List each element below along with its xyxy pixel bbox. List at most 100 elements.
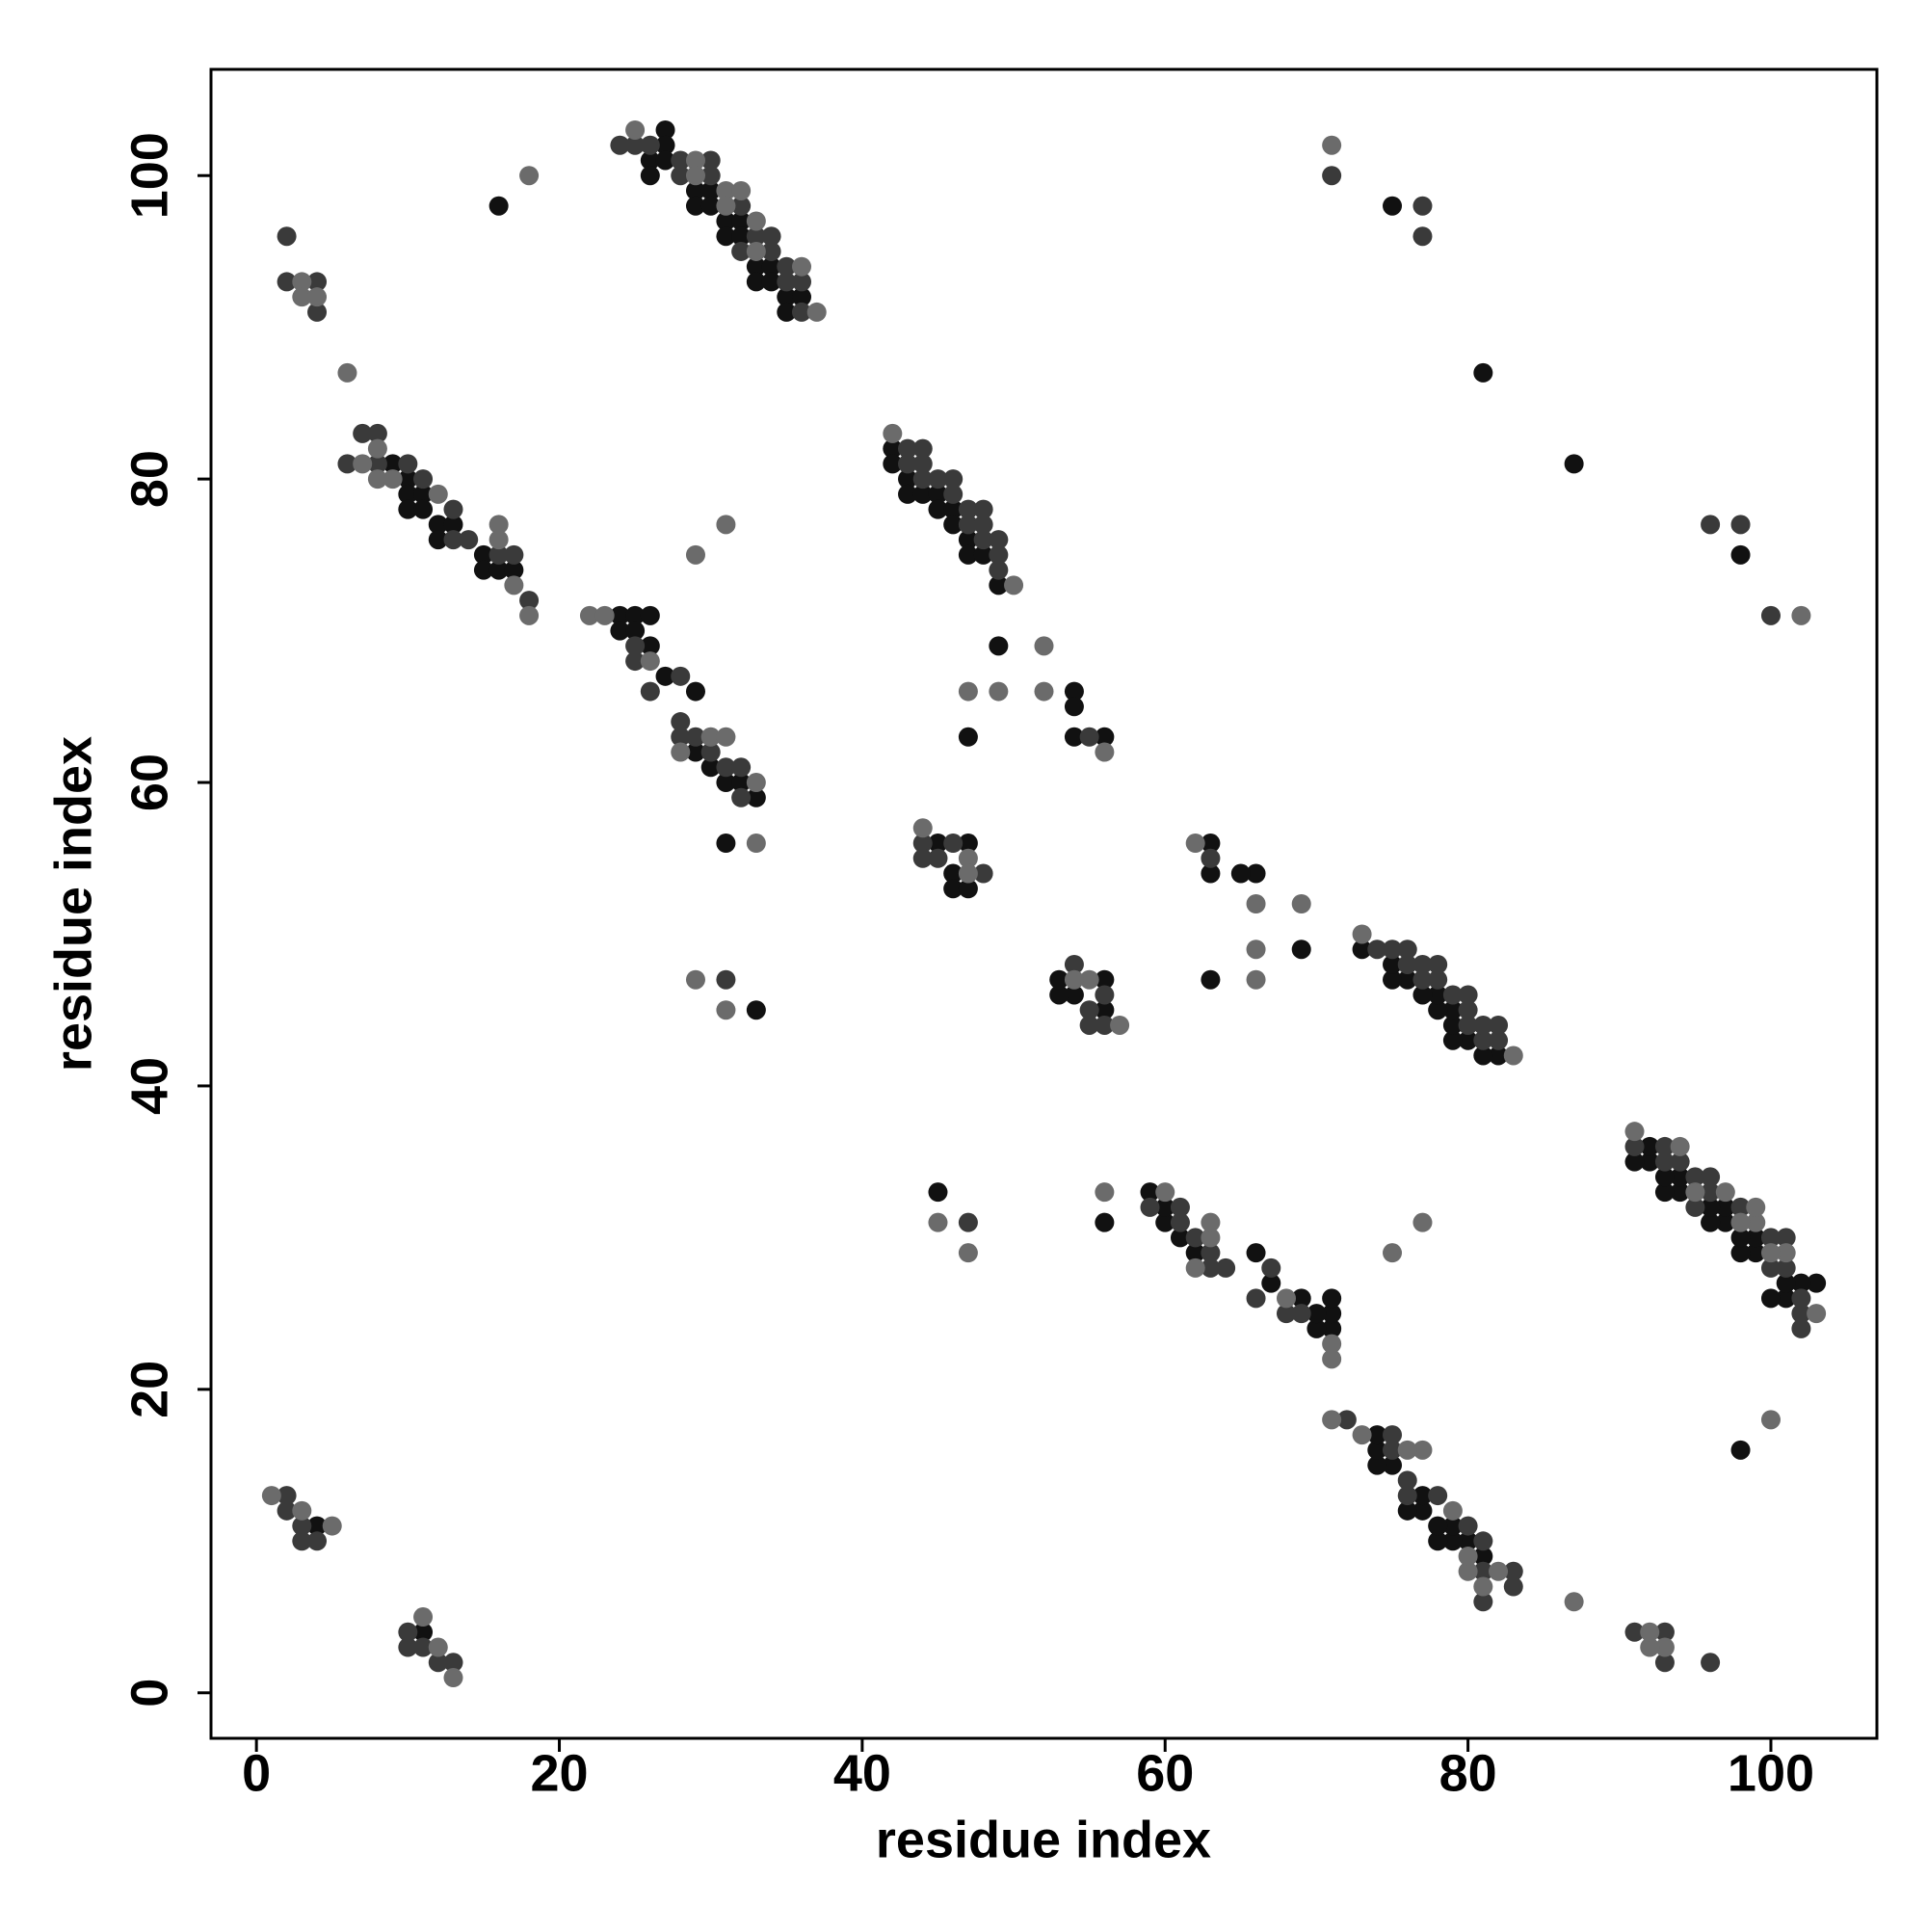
data-point: [746, 211, 766, 231]
data-point: [1791, 605, 1811, 625]
data-point: [928, 848, 948, 868]
data-point: [625, 621, 646, 641]
data-point: [1064, 985, 1084, 1005]
data-point: [1791, 1288, 1811, 1309]
data-point: [413, 1637, 434, 1657]
data-point: [1397, 940, 1417, 960]
data-point: [1246, 1288, 1266, 1309]
data-point: [1322, 1318, 1342, 1338]
data-point: [685, 681, 705, 701]
y-tick-label: 20: [120, 1361, 178, 1418]
data-point: [1095, 727, 1115, 747]
data-point: [1458, 1015, 1478, 1035]
data-point: [413, 499, 434, 519]
data-point: [640, 135, 660, 155]
data-point: [292, 287, 312, 307]
data-point: [261, 1486, 281, 1506]
data-point: [1367, 940, 1387, 960]
data-point: [777, 256, 797, 277]
data-point: [383, 454, 403, 474]
data-point: [1095, 1000, 1115, 1020]
data-point: [943, 484, 964, 504]
y-tick-label: 100: [120, 132, 178, 219]
data-point: [700, 180, 721, 200]
data-point: [912, 438, 933, 459]
data-point: [640, 150, 660, 171]
data-point: [943, 834, 964, 854]
data-point: [398, 469, 418, 490]
data-point: [958, 879, 978, 899]
data-point: [746, 241, 766, 261]
data-point: [792, 302, 812, 322]
data-point: [428, 1653, 448, 1673]
data-point: [1170, 1197, 1190, 1217]
data-point: [1701, 1212, 1721, 1232]
data-point: [912, 834, 933, 854]
data-point: [943, 515, 964, 535]
data-point: [1791, 1304, 1811, 1324]
data-point: [1170, 1212, 1190, 1232]
data-point: [1185, 1243, 1205, 1263]
data-point: [958, 848, 978, 868]
data-point: [1095, 1182, 1115, 1203]
data-point: [413, 1607, 434, 1628]
data-point: [1428, 969, 1448, 990]
data-point: [1715, 1197, 1735, 1217]
data-point: [989, 560, 1009, 580]
data-point: [1064, 681, 1084, 701]
data-point: [1640, 1151, 1660, 1172]
data-point: [1383, 1425, 1403, 1445]
data-point: [1746, 1212, 1766, 1232]
data-point: [731, 241, 752, 261]
data-point: [1201, 1257, 1221, 1278]
data-point: [1383, 1243, 1403, 1263]
data-point: [1730, 515, 1751, 535]
data-point: [671, 727, 691, 747]
data-point: [1064, 954, 1084, 974]
data-point: [488, 560, 509, 580]
data-point: [413, 469, 434, 490]
data-point: [1458, 1531, 1478, 1551]
data-point: [1261, 1257, 1281, 1278]
data-point: [700, 742, 721, 762]
data-point: [912, 818, 933, 838]
data-point: [958, 530, 978, 550]
data-point: [1458, 1547, 1478, 1567]
data-point: [292, 1531, 312, 1551]
data-point: [989, 544, 1009, 565]
data-point: [1201, 834, 1221, 854]
data-point: [655, 150, 675, 171]
data-point: [1246, 1243, 1266, 1263]
x-tick-label: 60: [1136, 1744, 1194, 1802]
data-point: [277, 226, 297, 247]
data-point: [277, 1500, 297, 1521]
data-point: [1473, 362, 1493, 383]
data-point: [1654, 1167, 1675, 1187]
data-point: [1307, 1318, 1327, 1338]
data-point: [1049, 985, 1069, 1005]
data-point: [1701, 515, 1721, 535]
data-point: [1079, 1015, 1099, 1035]
data-point: [1473, 1547, 1493, 1567]
data-point: [1746, 1228, 1766, 1248]
data-point: [943, 863, 964, 884]
data-point: [731, 757, 752, 778]
data-point: [958, 1243, 978, 1263]
data-point: [943, 469, 964, 490]
data-point: [792, 256, 812, 277]
data-point: [594, 605, 615, 625]
data-point: [716, 196, 736, 216]
data-point: [1201, 1212, 1221, 1232]
data-point: [459, 530, 479, 550]
data-point: [1428, 1486, 1448, 1506]
data-point: [1412, 1486, 1433, 1506]
data-point: [625, 119, 646, 140]
data-point: [1307, 1304, 1327, 1324]
data-point: [1185, 1228, 1205, 1248]
data-point: [958, 863, 978, 884]
data-point: [958, 499, 978, 519]
data-point: [1397, 1440, 1417, 1460]
data-point: [1291, 1304, 1311, 1324]
